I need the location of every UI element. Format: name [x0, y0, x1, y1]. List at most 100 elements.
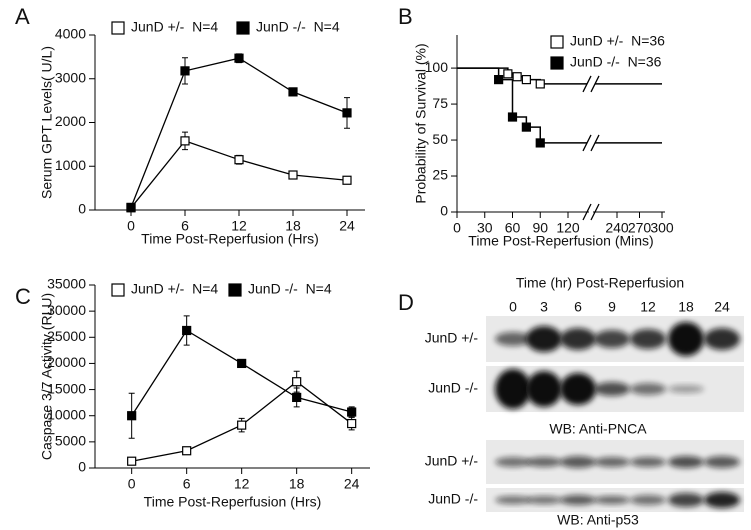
x-tick-label: 90: [532, 220, 548, 236]
marker: [503, 69, 513, 79]
x-axis-label: Time Post-Reperfusion (Hrs): [144, 494, 322, 510]
blot-band: [526, 326, 562, 352]
blot-band: [704, 492, 740, 508]
blot-band: [630, 457, 666, 467]
blot-band: [560, 495, 596, 505]
blot-band: [668, 456, 704, 468]
x-tick-label: 0: [127, 218, 135, 234]
y-tick-label: 1000: [55, 157, 86, 173]
series-line: [130, 57, 348, 208]
marker: [535, 138, 545, 148]
row-label: JunD -/-: [428, 380, 478, 396]
marker: [126, 202, 136, 212]
blot-band: [630, 495, 666, 505]
marker: [342, 108, 352, 118]
break-gap: [587, 139, 595, 146]
lane-label: 6: [574, 299, 582, 315]
marker: [237, 358, 247, 369]
lane-label: 9: [608, 299, 616, 315]
panel-label: A: [15, 4, 30, 29]
x-tick-label: 30: [477, 220, 493, 236]
blot-band: [526, 457, 562, 467]
legend-label: JunD +/- N=4: [131, 281, 218, 297]
blot-band: [668, 385, 704, 393]
blot-band: [526, 496, 562, 504]
series-line: [130, 140, 348, 209]
row-label: JunD +/-: [425, 330, 479, 346]
marker: [494, 75, 504, 85]
marker: [507, 112, 518, 122]
x-tick-label: 6: [183, 476, 191, 492]
x-tick-label: 120: [556, 220, 580, 236]
blot-band: [495, 457, 531, 467]
survival-line: [457, 67, 662, 144]
x-tick-label: 0: [453, 220, 461, 236]
x-tick-label: 12: [231, 218, 247, 234]
blot-band: [526, 371, 562, 407]
marker: [180, 66, 190, 76]
y-tick-label: 25000: [47, 328, 86, 344]
blot-band: [495, 332, 531, 346]
legend-label: JunD +/- N=4: [131, 19, 218, 35]
x-tick-label: 6: [181, 218, 189, 234]
blot-band: [560, 373, 596, 405]
legend-label: JunD -/- N=4: [248, 281, 332, 297]
legend-label: JunD -/- N=36: [570, 54, 662, 70]
panel-label: D: [398, 290, 414, 315]
lane-label: 18: [678, 299, 694, 315]
axis-break: [582, 203, 600, 221]
blot-band: [668, 493, 704, 507]
x-tick-label: 300: [650, 220, 674, 236]
marker: [347, 418, 357, 429]
marker: [127, 411, 137, 421]
blot-band: [560, 328, 596, 350]
y-tick-label: 0: [78, 201, 86, 217]
blot-band: [704, 456, 740, 468]
lane-label: 24: [714, 299, 730, 315]
y-tick-label: 0: [440, 203, 448, 219]
marker: [237, 420, 247, 430]
panel-label: B: [398, 4, 413, 29]
legend-label: JunD -/- N=4: [256, 19, 340, 35]
y-tick-label: 30000: [47, 302, 86, 318]
marker: [127, 456, 137, 466]
blot-caption: WB: Anti-PNCA: [549, 421, 647, 437]
marker: [182, 325, 192, 336]
y-tick-label: 5000: [55, 433, 86, 449]
blot-band: [495, 496, 531, 504]
marker: [288, 170, 298, 180]
blot-band: [594, 330, 630, 348]
y-tick-label: 2000: [55, 113, 86, 129]
legend-label: JunD +/- N=36: [570, 33, 665, 49]
x-tick-label: 24: [344, 476, 360, 492]
marker: [521, 122, 531, 132]
blot-band: [668, 322, 704, 356]
legend-swatch: [111, 283, 125, 297]
x-tick-label: 24: [339, 218, 355, 234]
marker: [347, 407, 357, 417]
x-axis-label: Time Post-Reperfusion (Hrs): [141, 231, 319, 247]
y-tick-label: 100: [425, 59, 449, 75]
x-tick-label: 240: [605, 220, 629, 236]
blot-band: [560, 456, 596, 468]
marker: [180, 136, 190, 146]
legend-swatch: [228, 283, 242, 297]
x-tick-label: 0: [128, 476, 136, 492]
marker: [521, 75, 531, 85]
survival-line: [457, 67, 662, 85]
break-gap: [587, 80, 595, 87]
lane-label: 12: [640, 299, 656, 315]
x-tick-label: 12: [234, 476, 250, 492]
blot-title: Time (hr) Post-Reperfusion: [516, 275, 684, 291]
marker: [182, 446, 192, 456]
blot-band: [594, 496, 630, 504]
marker: [288, 87, 298, 97]
break-mark: [582, 134, 600, 152]
x-axis-label: Time Post-Reperfusion (Mins): [468, 233, 653, 249]
y-tick-label: 35000: [47, 276, 86, 292]
legend-swatch: [236, 21, 250, 35]
y-tick-label: 0: [78, 459, 86, 475]
lane-label: 0: [509, 299, 517, 315]
row-label: JunD +/-: [425, 453, 479, 469]
row-label: JunD -/-: [428, 491, 478, 507]
